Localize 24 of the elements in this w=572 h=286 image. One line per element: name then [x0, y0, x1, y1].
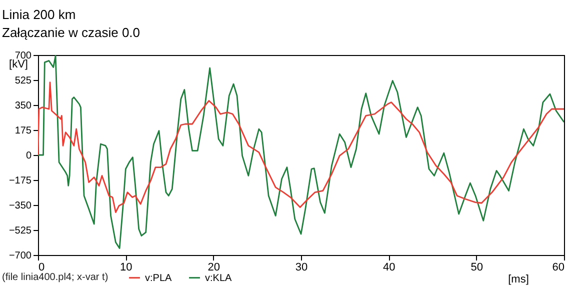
- x-tick-label: 30: [295, 262, 308, 274]
- y-tick-label: 0: [26, 150, 32, 162]
- y-tick-label: 175: [14, 126, 32, 136]
- line-series: [38, 82, 564, 213]
- y-tick-label: −350: [8, 200, 32, 212]
- x-tick-label: 10: [120, 262, 132, 274]
- y-tick-label: 525: [14, 76, 32, 86]
- x-axis-title: [ms]: [508, 274, 529, 286]
- x-tick-label: 20: [208, 262, 220, 274]
- legend-label: v:PLA: [145, 272, 172, 284]
- line-series: [38, 55, 564, 249]
- chart-subtitle: Załączanie w czasie 0.0: [2, 25, 140, 40]
- legend-label: v:KLA: [205, 272, 232, 284]
- text: (file linia400.pl4; x-var t): [2, 272, 108, 283]
- y-tick-label: −700: [8, 250, 32, 262]
- y-axis-title: [kV]: [9, 58, 28, 70]
- y-tick-label: −175: [8, 176, 32, 186]
- x-tick-label: 60: [552, 262, 564, 274]
- y-tick-label: −525: [8, 226, 32, 236]
- chart-title: Linia 200 km: [2, 7, 76, 22]
- x-tick-label: 40: [383, 262, 396, 274]
- x-tick-label: 50: [470, 262, 483, 274]
- y-tick-label: 350: [14, 100, 32, 112]
- x-tick-label: 0: [38, 262, 45, 274]
